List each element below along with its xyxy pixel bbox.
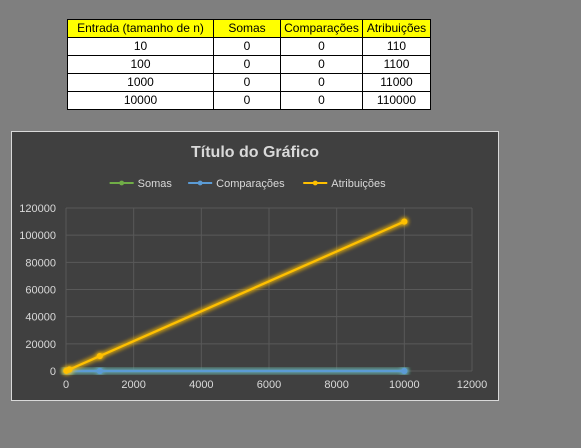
header-cell-entrada[interactable]: Entrada (tamanho de n) <box>67 19 214 38</box>
table-cell[interactable]: 1000 <box>67 73 214 92</box>
y-tick-label: 20000 <box>25 339 56 351</box>
x-tick-label: 4000 <box>189 379 213 391</box>
legend[interactable]: Somas Comparações Atribuições <box>109 178 387 190</box>
table-cell[interactable]: 10000 <box>67 91 214 110</box>
legend-label: Comparações <box>216 178 285 190</box>
table-cell[interactable]: 10 <box>67 37 214 56</box>
y-tick-label: 0 <box>50 366 56 378</box>
table-cell[interactable]: 100 <box>67 55 214 74</box>
table-row: 100 0 0 1100 <box>67 55 431 74</box>
x-tick-label: 8000 <box>324 379 348 391</box>
y-tick-label: 80000 <box>25 257 56 269</box>
table-row: 10000 0 0 110000 <box>67 91 431 110</box>
x-tick-label: 6000 <box>257 379 281 391</box>
x-tick-label: 2000 <box>121 379 145 391</box>
table-cell[interactable]: 1100 <box>362 55 431 74</box>
y-tick-label: 100000 <box>19 230 56 242</box>
table-cell[interactable]: 0 <box>280 73 363 92</box>
data-point[interactable] <box>401 218 408 225</box>
legend-label: Somas <box>138 178 173 190</box>
legend-swatch-marker <box>312 180 318 186</box>
table-cell[interactable]: 0 <box>213 91 281 110</box>
table-row: 10 0 0 110 <box>67 37 431 56</box>
axis-labels: 0 20000 40000 60000 80000 100000 120000 0 2000 40… <box>19 203 487 391</box>
table-cell[interactable]: 0 <box>280 91 363 110</box>
table-cell[interactable]: 110000 <box>362 91 431 110</box>
plot-series <box>63 218 408 375</box>
header-cell-comparacoes[interactable]: Comparações <box>280 19 363 38</box>
chart-svg: 0 20000 40000 60000 80000 100000 120000 0 2000 40… <box>19 178 487 391</box>
y-tick-label: 40000 <box>25 312 56 324</box>
legend-item[interactable]: Comparações <box>188 178 285 190</box>
legend-swatch-marker <box>119 180 125 186</box>
table-cell[interactable]: 110 <box>362 37 431 56</box>
table-cell[interactable]: 0 <box>280 37 363 56</box>
table-cell[interactable]: 0 <box>280 55 363 74</box>
x-tick-label: 0 <box>63 379 69 391</box>
header-cell-atribuicoes[interactable]: Atribuições <box>362 19 431 38</box>
table-cell[interactable]: 0 <box>213 55 281 74</box>
y-tick-label: 120000 <box>19 203 56 215</box>
legend-item[interactable]: Somas <box>109 178 173 190</box>
legend-label: Atribuições <box>331 178 386 190</box>
data-table: Entrada (tamanho de n) Somas Comparações… <box>67 19 431 110</box>
series-2[interactable] <box>63 218 408 374</box>
chart-title[interactable]: Título do Gráfico <box>191 144 319 161</box>
data-point[interactable] <box>66 366 73 373</box>
series-1[interactable] <box>63 367 408 375</box>
data-point[interactable] <box>401 367 408 375</box>
legend-swatch-marker <box>197 180 203 186</box>
table-header-row: Entrada (tamanho de n) Somas Comparações… <box>67 19 431 38</box>
series-line[interactable] <box>65 220 405 372</box>
x-tick-label: 10000 <box>389 379 420 391</box>
header-cell-somas[interactable]: Somas <box>213 19 281 38</box>
table-cell[interactable]: 11000 <box>362 73 431 92</box>
legend-item[interactable]: Atribuições <box>303 178 386 190</box>
data-point[interactable] <box>96 367 103 375</box>
grid-lines <box>65 207 473 372</box>
table-row: 1000 0 0 11000 <box>67 73 431 92</box>
x-tick-label: 12000 <box>457 379 488 391</box>
table-cell[interactable]: 0 <box>213 73 281 92</box>
y-tick-label: 60000 <box>25 285 56 297</box>
table-cell[interactable]: 0 <box>213 37 281 56</box>
chart-area[interactable]: Título do Gráfico 0 20000 40000 60000 80000 1… <box>11 131 499 401</box>
data-point[interactable] <box>96 352 103 360</box>
